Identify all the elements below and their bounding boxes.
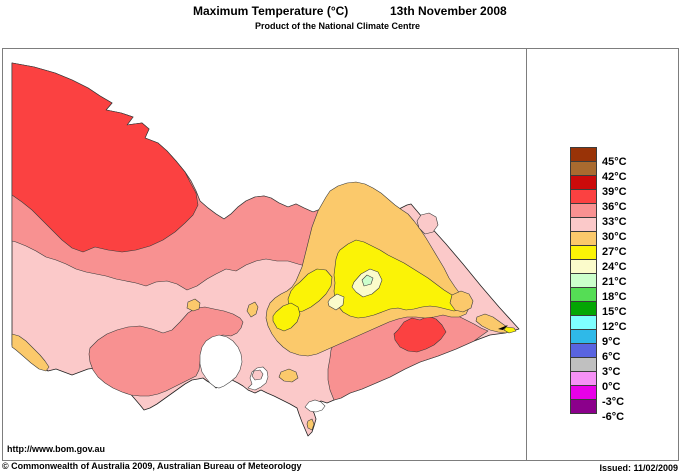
legend-label: 15°C xyxy=(602,306,627,318)
island-orange-melbourne-27-30 xyxy=(246,301,259,318)
issued-date-text: Issued: 11/02/2009 xyxy=(599,463,678,473)
patch-pink-inside-alpine-30-33 xyxy=(416,212,439,235)
corner-inlet xyxy=(304,399,326,413)
legend-label: 0°C xyxy=(602,381,621,393)
legend-label: 24°C xyxy=(602,261,627,273)
region-alpine-west-24-27 xyxy=(287,268,333,314)
core-alpine-21-24-b xyxy=(327,293,345,311)
map-title: Maximum Temperature (°C) xyxy=(193,4,349,18)
legend-color-box xyxy=(570,385,597,400)
island-orange-wilsons-prom-27-30 xyxy=(306,418,315,431)
bom-url-text: http://www.bom.gov.au xyxy=(7,444,105,454)
legend-color-box xyxy=(570,329,597,344)
legend-color-box xyxy=(570,343,597,358)
legend-color-box xyxy=(570,301,597,316)
legend-label: 3°C xyxy=(602,366,621,378)
legend-color-box xyxy=(570,357,597,372)
legend-color-box xyxy=(570,189,597,204)
legend-label: 36°C xyxy=(602,201,627,213)
region-gippsland-36-39 xyxy=(393,315,447,353)
region-east-gippsland-upper-27-30 xyxy=(449,290,474,313)
legend-color-box xyxy=(570,273,597,288)
legend-label: 45°C xyxy=(602,156,627,168)
region-southwest-coast-27-30 xyxy=(11,333,50,372)
legend-color-box xyxy=(570,231,597,246)
legend-color-box xyxy=(570,399,597,414)
legend-label: -3°C xyxy=(602,396,625,408)
region-bawbaw-24-27 xyxy=(272,302,301,332)
region-east-tip-24-27 xyxy=(503,326,517,334)
legend-boxes xyxy=(570,147,597,414)
region-northwest-36-39 xyxy=(11,62,199,253)
legend-label: 9°C xyxy=(602,336,621,348)
island-orange-latrobe-27-30 xyxy=(278,368,299,383)
legend-label: -6°C xyxy=(602,411,625,423)
legend-label: 33°C xyxy=(602,216,627,228)
legend-divider-line xyxy=(526,48,527,460)
legend-color-box xyxy=(570,203,597,218)
legend-color-box xyxy=(570,315,597,330)
island-orange-west-27-30 xyxy=(186,298,201,312)
french-island-30-33 xyxy=(251,369,264,381)
legend-label: 39°C xyxy=(602,186,627,198)
legend-label: 42°C xyxy=(602,171,627,183)
legend-label: 18°C xyxy=(602,291,627,303)
legend-color-box xyxy=(570,175,597,190)
legend-color-box xyxy=(570,259,597,274)
core-alpine-18-21 xyxy=(361,274,374,287)
legend-color-box xyxy=(570,161,597,176)
map-subtitle: Product of the National Climate Centre xyxy=(255,21,421,31)
station-marker-east-tip xyxy=(498,325,508,330)
map-frame xyxy=(2,48,679,461)
legend-label: 30°C xyxy=(602,231,627,243)
legend-label: 12°C xyxy=(602,321,627,333)
legend-color-box xyxy=(570,217,597,232)
legend-color-box xyxy=(570,147,597,162)
legend-label: 27°C xyxy=(602,246,627,258)
copyright-text: © Commonwealth of Australia 2009, Austra… xyxy=(2,461,302,471)
legend-color-box xyxy=(570,371,597,386)
legend-color-box xyxy=(570,245,597,260)
legend-label: 21°C xyxy=(602,276,627,288)
port-phillip-bay xyxy=(199,334,243,389)
map-date: 13th November 2008 xyxy=(390,4,507,18)
legend-color-box xyxy=(570,287,597,302)
legend-label: 6°C xyxy=(602,351,621,363)
